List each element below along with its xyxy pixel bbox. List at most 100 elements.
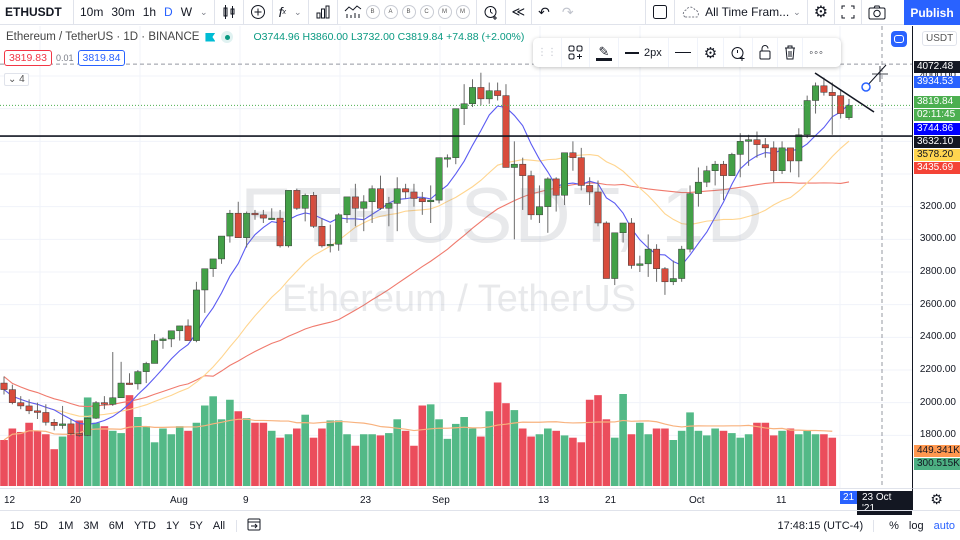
price-axis[interactable]: 4000.00 3200.00 3000.00 2800.00 2600.00 2400.… (912, 26, 960, 488)
symbol-search[interactable]: ETHUSDT (0, 0, 74, 25)
add-alert-icon[interactable] (724, 38, 754, 67)
time-tick: Sep (432, 495, 450, 506)
line-chart-icon[interactable] (344, 4, 362, 20)
drawing-toolbar: ⋮⋮ ✎ 2px ⚙ ◦◦◦ (533, 38, 841, 67)
price-tick: 4000.00 (920, 70, 956, 81)
publish-button[interactable]: Publish (904, 0, 960, 25)
price-tick: 2800.00 (919, 265, 956, 277)
bar-chart-icon[interactable] (315, 4, 331, 20)
trash-icon[interactable] (778, 38, 804, 67)
add-compare-icon[interactable] (250, 4, 266, 20)
template-label[interactable]: All Time Fram... (705, 5, 790, 19)
color-swatch (596, 57, 612, 61)
fullscreen-group (835, 0, 863, 25)
time-tick: 23 (360, 495, 372, 506)
price-label: 3578.20 (914, 149, 960, 161)
low-value: L3732.00 (350, 31, 395, 43)
candles-icon[interactable] (221, 4, 237, 20)
event-button-a[interactable]: A (383, 5, 398, 19)
range-group: 1D 5D 1M 3M 6M YTD 1Y 5Y All (0, 519, 238, 532)
price-tick: 2600.00 (919, 298, 956, 310)
unlock-icon[interactable] (753, 38, 779, 67)
chevron-down-icon[interactable]: ⌄ (200, 6, 208, 17)
log-toggle[interactable]: log (908, 519, 924, 532)
line-color-button[interactable]: ✎ (590, 38, 619, 67)
line-width-button[interactable]: 2px (619, 38, 669, 67)
price-tick: 2000.00 (919, 396, 956, 408)
fullscreen-icon[interactable] (841, 5, 855, 19)
chevron-down-icon[interactable]: ⌄ (793, 6, 801, 17)
time-tick: Aug (170, 495, 188, 506)
bid-ask: 3819.83 0.01 3819.84 (4, 50, 126, 66)
undo-redo-group: ↶ ↷ (532, 0, 647, 25)
clock-timezone[interactable]: 17:48:15 (UTC-4) (778, 519, 875, 532)
time-tick: 12 (4, 495, 16, 506)
time-axis[interactable]: 21 23 Oct '21 12 20 Aug 9 23 Sep 13 21 Oct 11 (0, 488, 912, 515)
price-tick: 1800.00 (919, 429, 956, 441)
gear-icon[interactable]: ⚙ (698, 38, 725, 67)
event-button-m[interactable]: M (437, 5, 452, 19)
interval-10m[interactable]: 10m (80, 5, 104, 19)
auto-toggle[interactable]: auto (933, 519, 955, 532)
ohlc-values: O3744.96 H3860.00 L3732.00 C3819.84 +74.… (253, 31, 524, 43)
goto-date-icon[interactable] (247, 517, 262, 534)
template-icon[interactable] (562, 38, 590, 67)
price-label: 3744.86 (914, 123, 960, 135)
camera-icon[interactable] (868, 5, 886, 20)
price-label: 02:11:45 (914, 109, 960, 121)
interval-group: 10m 30m 1h D W ⌄ (74, 0, 215, 25)
open-value: O3744.96 (253, 31, 300, 43)
settings-group: ⚙ (808, 0, 836, 25)
range-3m[interactable]: 3M (83, 519, 99, 532)
price-tick: 3200.00 (919, 200, 956, 212)
undo-icon[interactable]: ↶ (538, 3, 550, 20)
interval-1h[interactable]: 1h (142, 5, 157, 19)
range-1d[interactable]: 1D (10, 519, 25, 532)
range-1y[interactable]: 1Y (165, 519, 180, 532)
event-button-b[interactable]: B (365, 5, 380, 19)
layout-square-icon[interactable] (652, 4, 668, 20)
alarm-clock-icon[interactable] (483, 4, 499, 20)
currency-label[interactable]: USDT (922, 31, 958, 46)
watermark-name: Ethereum / TetherUS (282, 278, 637, 320)
line-width-label: 2px (644, 46, 662, 59)
interval-d[interactable]: D (164, 5, 173, 19)
symbol-title[interactable]: Ethereum / TetherUS · 1D · BINANCE (6, 31, 200, 43)
sync-icon[interactable] (891, 31, 907, 47)
range-6m[interactable]: 6M (108, 519, 124, 532)
replay-icon[interactable]: ≪ (511, 4, 526, 19)
high-value: H3860.00 (302, 31, 349, 43)
event-button-m2[interactable]: M (455, 5, 470, 19)
redo-icon[interactable]: ↷ (561, 3, 574, 20)
range-1m[interactable]: 1M (58, 519, 74, 532)
layout-group (646, 0, 676, 25)
buy-button[interactable]: 3819.84 (77, 50, 126, 66)
sell-button[interactable]: 3819.83 (4, 50, 52, 66)
price-chart[interactable] (0, 26, 912, 488)
chevron-down-icon[interactable]: ⌄ (293, 6, 302, 17)
range-all[interactable]: All (212, 519, 226, 532)
spread-value: 0.01 (55, 53, 74, 63)
interval-30m[interactable]: 30m (111, 5, 135, 19)
range-5y[interactable]: 5Y (189, 519, 203, 532)
event-button-b2[interactable]: B (401, 5, 416, 19)
line-style-button[interactable] (669, 38, 698, 67)
drag-handle-icon[interactable]: ⋮⋮ (533, 38, 562, 67)
market-status-icon (221, 31, 234, 43)
more-icon[interactable]: ◦◦◦ (809, 46, 824, 59)
gear-icon[interactable]: ⚙ (813, 4, 829, 21)
line-width-icon (625, 51, 639, 54)
time-tick: 21 (605, 495, 617, 506)
range-ytd[interactable]: YTD (133, 519, 156, 532)
interval-w[interactable]: W (180, 5, 193, 19)
flag-icon[interactable] (205, 32, 216, 42)
change-value: +74.88 (+2.00%) (446, 31, 525, 43)
cursor-day-label: 21 (840, 491, 858, 504)
indicators-toggle[interactable]: ⌄ 4 (4, 73, 29, 86)
range-5d[interactable]: 5D (34, 519, 49, 532)
event-button-c[interactable]: C (419, 5, 434, 19)
axis-settings-icon[interactable]: ⚙ (912, 488, 960, 510)
percent-toggle[interactable]: % (889, 519, 899, 532)
